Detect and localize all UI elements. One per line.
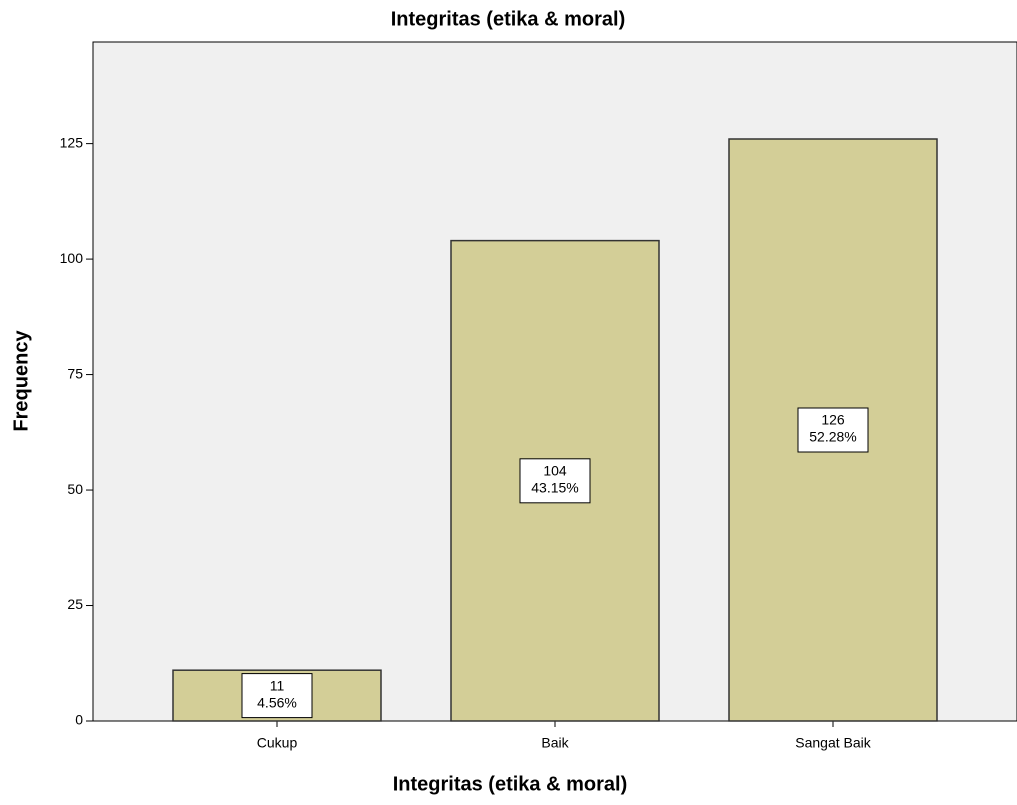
- data-label-box: [797, 407, 869, 453]
- chart-title: Integritas (etika & moral): [391, 8, 626, 30]
- y-tick-label: 25: [67, 596, 83, 612]
- y-tick-label: 0: [75, 712, 83, 728]
- data-label: 4.56%: [257, 694, 297, 710]
- x-axis-title: Integritas (etika & moral): [393, 773, 628, 795]
- x-tick-label: Cukup: [257, 735, 298, 751]
- data-label-box: [519, 458, 591, 504]
- y-axis-title: Frequency: [10, 330, 32, 432]
- x-tick-label: Baik: [541, 735, 569, 751]
- y-tick-label: 125: [60, 134, 84, 150]
- data-label: 11: [270, 677, 285, 693]
- y-tick-label: 75: [67, 365, 83, 381]
- data-label: 126: [821, 412, 845, 428]
- x-tick-label: Sangat Baik: [795, 735, 871, 751]
- data-label: 104: [543, 463, 567, 479]
- data-label-box: [241, 673, 313, 719]
- data-label: 52.28%: [809, 429, 856, 445]
- data-label: 43.15%: [531, 480, 578, 496]
- y-tick-label: 50: [67, 481, 83, 497]
- y-tick-label: 100: [60, 250, 84, 266]
